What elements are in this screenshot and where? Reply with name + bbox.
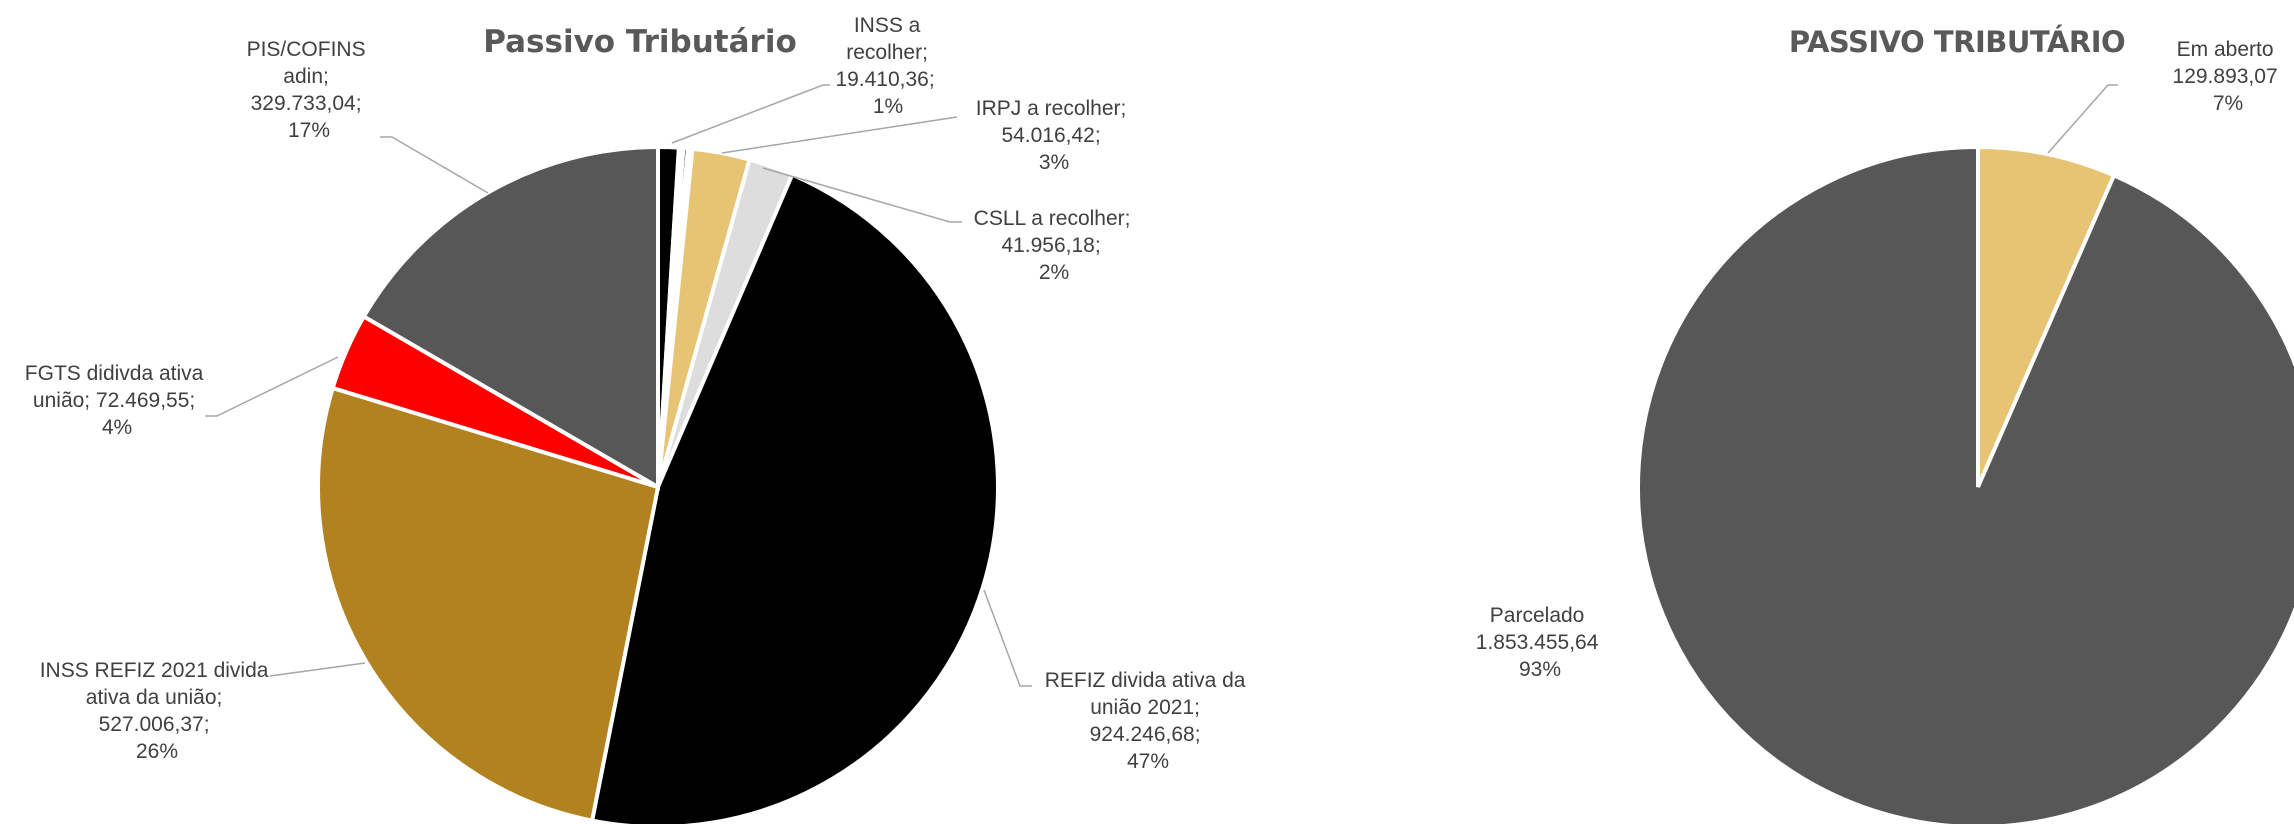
pie-2-slice-em-aberto xyxy=(1976,144,2117,488)
chart-1: Passivo Tributário INSS a recolher; 19.4… xyxy=(25,14,1252,824)
label-csll-line-1: CSLL a recolher; xyxy=(974,207,1131,230)
leader-line-fgts xyxy=(205,356,339,417)
label-parcelado: Parcelado 1.853.455,64 93% xyxy=(1476,604,1604,681)
label-inss-refiz-line-2: ativa da união; xyxy=(86,686,223,709)
label-irpj: IRPJ a recolher; 54.016,42; 3% xyxy=(976,97,1132,174)
pie-1-slice-refiz-divida-ativa-da-uni-o-2021 xyxy=(589,171,1000,824)
label-refiz-line-3: 924.246,68; xyxy=(1090,723,1201,746)
label-inss-line-2: recolher; xyxy=(846,41,928,64)
label-pis-line-2: adin; xyxy=(283,65,329,88)
label-refiz-line-2: união 2021; xyxy=(1090,696,1200,719)
label-csll-line-3: 2% xyxy=(1039,261,1069,284)
label-fgts-line-1: FGTS didivda ativa xyxy=(25,362,204,385)
label-em-aberto: Em aberto 129.893,07 7% xyxy=(2173,38,2284,115)
label-parcelado-line-1: Parcelado xyxy=(1490,604,1585,627)
label-parcelado-line-2: 1.853.455,64 xyxy=(1476,631,1599,654)
label-irpj-line-3: 3% xyxy=(1039,151,1069,174)
pie-1-slice-inss-refiz-2021-divida-ativa-da-uni-o xyxy=(316,385,661,823)
label-csll-line-2: 41.956,18; xyxy=(1001,234,1100,257)
leader-line-pis xyxy=(380,136,489,194)
label-parcelado-line-3: 93% xyxy=(1519,658,1561,681)
label-pis-line-4: 17% xyxy=(288,119,330,142)
label-em-aberto-line-1: Em aberto xyxy=(2177,38,2274,61)
label-irpj-line-1: IRPJ a recolher; xyxy=(976,97,1127,120)
label-inss-refiz-line-4: 26% xyxy=(136,740,178,763)
label-refiz-line-4: 47% xyxy=(1127,750,1169,773)
label-fgts-line-2: união; 72.469,55; xyxy=(33,389,195,412)
label-refiz-line-1: REFIZ divida ativa da xyxy=(1045,669,1246,692)
label-inss-line-3: 19.410,36; xyxy=(835,68,934,91)
label-fgts-line-3: 4% xyxy=(102,416,132,439)
label-inss-line-1: INSS a xyxy=(854,14,921,37)
label-em-aberto-line-3: 7% xyxy=(2213,92,2243,115)
leader-line-inss-refiz xyxy=(269,662,366,677)
chart-2: PASSIVO TRIBUTÁRIO Em aberto 129.893,07 … xyxy=(1476,25,2294,824)
leader-line-irpj xyxy=(721,116,958,154)
label-em-aberto-line-2: 129.893,07 xyxy=(2173,65,2278,88)
label-csll: CSLL a recolher; 41.956,18; 2% xyxy=(974,207,1137,284)
chart-2-title: PASSIVO TRIBUTÁRIO xyxy=(1789,25,2125,59)
label-inss-refiz-line-1: INSS REFIZ 2021 divida xyxy=(40,659,269,682)
label-irpj-line-2: 54.016,42; xyxy=(1001,124,1100,147)
label-inss: INSS a recolher; 19.410,36; 1% xyxy=(835,14,940,118)
leader-line-inss xyxy=(671,84,830,144)
label-pis: PIS/COFINS adin; 329.733,04; 17% xyxy=(247,38,372,142)
pie-2-slice-parcelado xyxy=(1636,144,2294,824)
pie-2-slices xyxy=(1636,144,2294,824)
label-pis-line-3: 329.733,04; xyxy=(251,92,362,115)
label-fgts: FGTS didivda ativa união; 72.469,55; 4% xyxy=(25,362,209,439)
leader-line-em-aberto xyxy=(2047,84,2118,154)
leader-line-csll xyxy=(762,167,962,223)
label-inss-refiz-line-3: 527.006,37; xyxy=(99,713,210,736)
label-pis-line-1: PIS/COFINS xyxy=(247,38,366,61)
leader-line-refiz xyxy=(983,589,1032,687)
label-inss-line-4: 1% xyxy=(873,95,903,118)
label-inss-refiz: INSS REFIZ 2021 divida ativa da união; 5… xyxy=(40,659,275,763)
label-refiz: REFIZ divida ativa da união 2021; 924.24… xyxy=(1045,669,1252,773)
pie-1-slices xyxy=(316,144,1000,824)
chart-1-title: Passivo Tributário xyxy=(483,24,797,60)
